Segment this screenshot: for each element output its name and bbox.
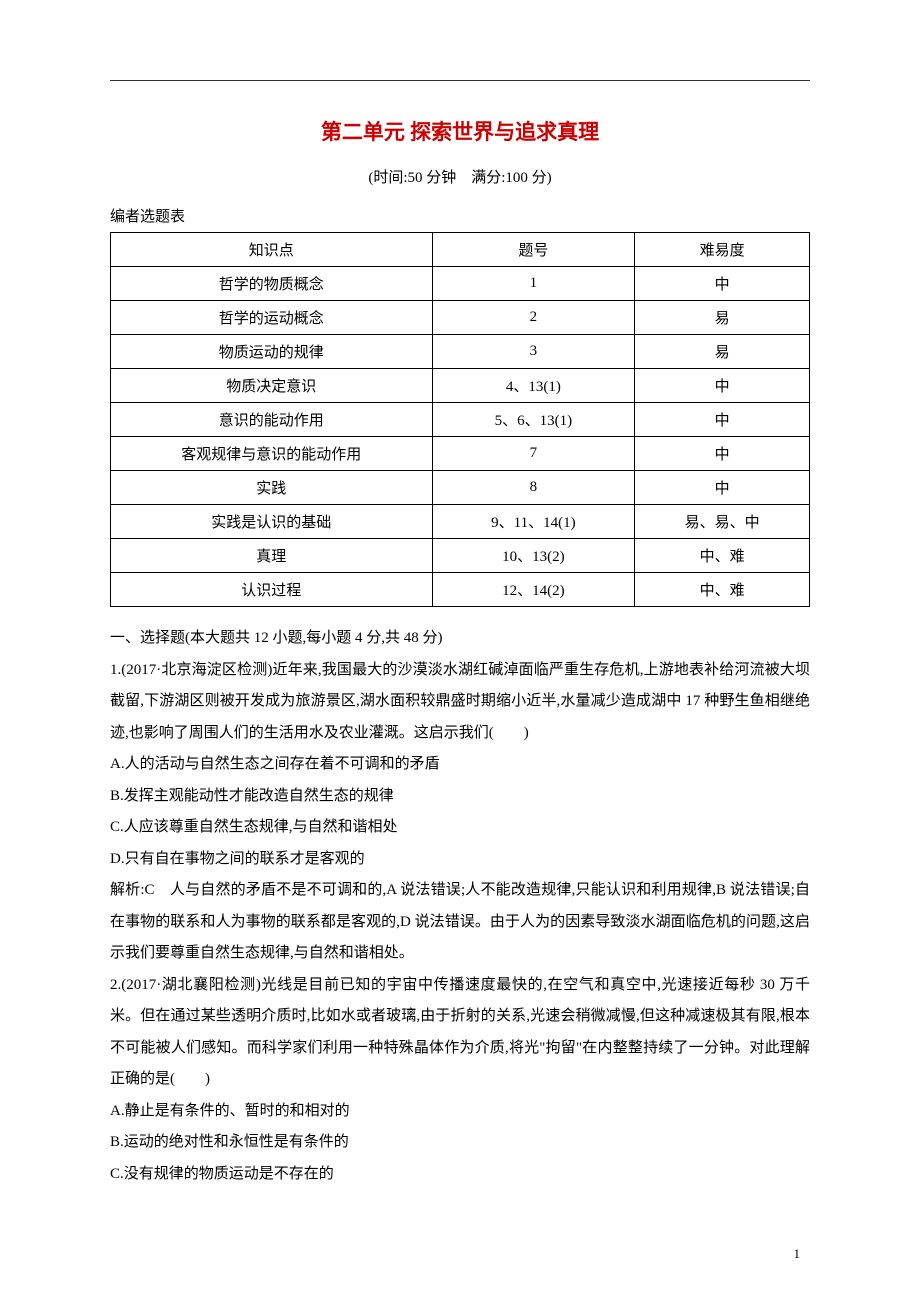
exam-info: (时间:50 分钟 满分:100 分) <box>110 166 810 187</box>
table-header-row: 知识点 题号 难易度 <box>111 233 810 267</box>
table-cell: 易、易、中 <box>635 505 810 539</box>
table-cell: 客观规律与意识的能动作用 <box>111 437 433 471</box>
table-caption: 编者选题表 <box>110 205 810 226</box>
table-row: 哲学的运动概念2易 <box>111 301 810 335</box>
table-cell: 2 <box>432 301 635 335</box>
table-row: 哲学的物质概念1中 <box>111 267 810 301</box>
table-cell: 认识过程 <box>111 573 433 607</box>
table-row: 物质决定意识4、13(1)中 <box>111 369 810 403</box>
table-cell: 中 <box>635 267 810 301</box>
table-cell: 3 <box>432 335 635 369</box>
content-body: 一、选择题(本大题共 12 小题,每小题 4 分,共 48 分) 1.(2017… <box>110 623 810 1190</box>
table-row: 认识过程12、14(2)中、难 <box>111 573 810 607</box>
table-cell: 哲学的运动概念 <box>111 301 433 335</box>
q2-option-b: B.运动的绝对性和永恒性是有条件的 <box>110 1127 810 1159</box>
topic-table: 知识点 题号 难易度 哲学的物质概念1中哲学的运动概念2易物质运动的规律3易物质… <box>110 232 810 607</box>
q1-option-b: B.发挥主观能动性才能改造自然生态的规律 <box>110 781 810 813</box>
col-header-number: 题号 <box>432 233 635 267</box>
table-row: 意识的能动作用5、6、13(1)中 <box>111 403 810 437</box>
table-cell: 中 <box>635 369 810 403</box>
table-cell: 物质决定意识 <box>111 369 433 403</box>
table-row: 物质运动的规律3易 <box>111 335 810 369</box>
table-row: 真理10、13(2)中、难 <box>111 539 810 573</box>
table-cell: 易 <box>635 301 810 335</box>
table-cell: 实践 <box>111 471 433 505</box>
table-row: 实践是认识的基础9、11、14(1)易、易、中 <box>111 505 810 539</box>
table-cell: 4、13(1) <box>432 369 635 403</box>
table-cell: 1 <box>432 267 635 301</box>
table-cell: 物质运动的规律 <box>111 335 433 369</box>
table-cell: 10、13(2) <box>432 539 635 573</box>
table-cell: 8 <box>432 471 635 505</box>
page-number: 1 <box>794 1246 801 1262</box>
table-cell: 中 <box>635 471 810 505</box>
table-cell: 12、14(2) <box>432 573 635 607</box>
q2-option-c: C.没有规律的物质运动是不存在的 <box>110 1159 810 1191</box>
q1-option-d: D.只有自在事物之间的联系才是客观的 <box>110 844 810 876</box>
table-row: 实践8中 <box>111 471 810 505</box>
table-cell: 7 <box>432 437 635 471</box>
section-intro: 一、选择题(本大题共 12 小题,每小题 4 分,共 48 分) <box>110 623 810 655</box>
col-header-difficulty: 难易度 <box>635 233 810 267</box>
table-cell: 意识的能动作用 <box>111 403 433 437</box>
q2-option-a: A.静止是有条件的、暂时的和相对的 <box>110 1096 810 1128</box>
table-cell: 5、6、13(1) <box>432 403 635 437</box>
col-header-topic: 知识点 <box>111 233 433 267</box>
unit-title: 第二单元 探索世界与追求真理 <box>110 116 810 146</box>
table-cell: 中、难 <box>635 539 810 573</box>
q1-option-c: C.人应该尊重自然生态规律,与自然和谐相处 <box>110 812 810 844</box>
q1-stem: 1.(2017·北京海淀区检测)近年来,我国最大的沙漠淡水湖红碱淖面临严重生存危… <box>110 655 810 750</box>
header-divider <box>110 80 810 81</box>
q2-stem: 2.(2017·湖北襄阳检测)光线是目前已知的宇宙中传播速度最快的,在空气和真空… <box>110 970 810 1096</box>
table-cell: 中 <box>635 403 810 437</box>
table-cell: 实践是认识的基础 <box>111 505 433 539</box>
q1-option-a: A.人的活动与自然生态之间存在着不可调和的矛盾 <box>110 749 810 781</box>
table-cell: 哲学的物质概念 <box>111 267 433 301</box>
table-cell: 9、11、14(1) <box>432 505 635 539</box>
table-cell: 易 <box>635 335 810 369</box>
q1-explanation: 解析:C 人与自然的矛盾不是不可调和的,A 说法错误;人不能改造规律,只能认识和… <box>110 875 810 970</box>
table-row: 客观规律与意识的能动作用7中 <box>111 437 810 471</box>
table-cell: 中、难 <box>635 573 810 607</box>
table-cell: 真理 <box>111 539 433 573</box>
table-cell: 中 <box>635 437 810 471</box>
